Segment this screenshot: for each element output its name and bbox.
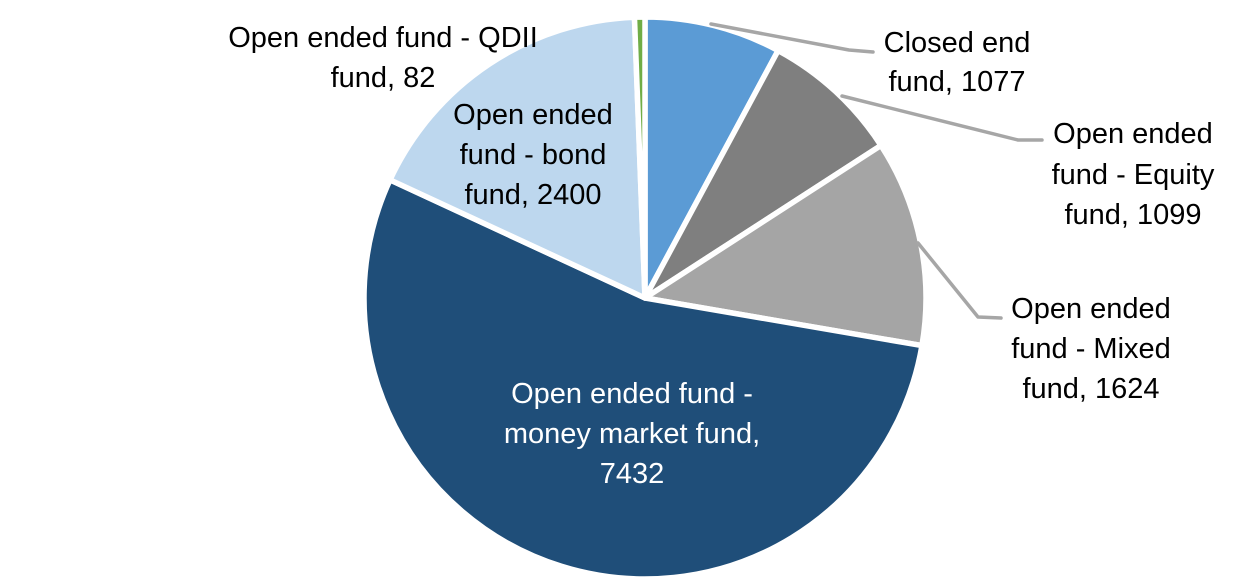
data-label-closed-end-fund-line-1: Closed end [884,27,1031,59]
data-label-open-ended-fund-equity-fund-line-1: Open ended [1053,118,1213,150]
data-label-open-ended-fund-money-market-fund-line-3: 7432 [600,458,665,490]
leader-line-closed-end-fund [709,22,875,54]
pie-slices [361,14,929,582]
data-label-open-ended-fund-equity-fund-line-3: fund, 1099 [1064,199,1201,231]
data-label-open-ended-fund-bond-fund-line-3: fund, 2400 [464,179,601,211]
pie-slice-open-ended-fund-mixed-fund [642,142,929,349]
data-label-open-ended-fund-qdii-fund-line-1: Open ended fund - QDII [228,22,538,54]
data-label-open-ended-fund-qdii-fund-line-2: fund, 82 [331,62,436,94]
data-label-open-ended-fund-mixed-fund-line-1: Open ended [1011,293,1171,325]
pie-slice-open-ended-fund-equity-fund [642,47,884,301]
data-label-open-ended-fund-mixed-fund-line-2: fund - Mixed [1011,333,1171,365]
pie-slice-open-ended-fund-money-market-fund [361,177,925,582]
data-label-closed-end-fund-line-2: fund, 1077 [888,66,1025,98]
data-label-open-ended-fund-equity-fund-line-2: fund - Equity [1052,159,1215,191]
data-label-open-ended-fund-bond-fund-line-1: Open ended [453,99,613,131]
leader-line-open-ended-fund-equity-fund [840,94,1044,142]
data-labels: Closed end fund, 1077 Open ended fund - Equ… [228,22,1215,490]
pie-slice-open-ended-fund-bond-fund [387,14,648,301]
data-label-open-ended-fund-money-market-fund-line-2: money market fund, [504,418,760,450]
data-label-open-ended-fund-money-market-fund-line-1: Open ended fund - [511,378,753,410]
data-label-open-ended-fund-mixed-fund-line-3: fund, 1624 [1022,373,1159,405]
leader-line-open-ended-fund-mixed-fund [916,241,1003,320]
data-label-open-ended-fund-bond-fund-line-2: fund - bond [460,139,607,171]
pie-slice-open-ended-fund-qdii-fund [631,14,648,301]
leader-lines [709,22,1044,320]
